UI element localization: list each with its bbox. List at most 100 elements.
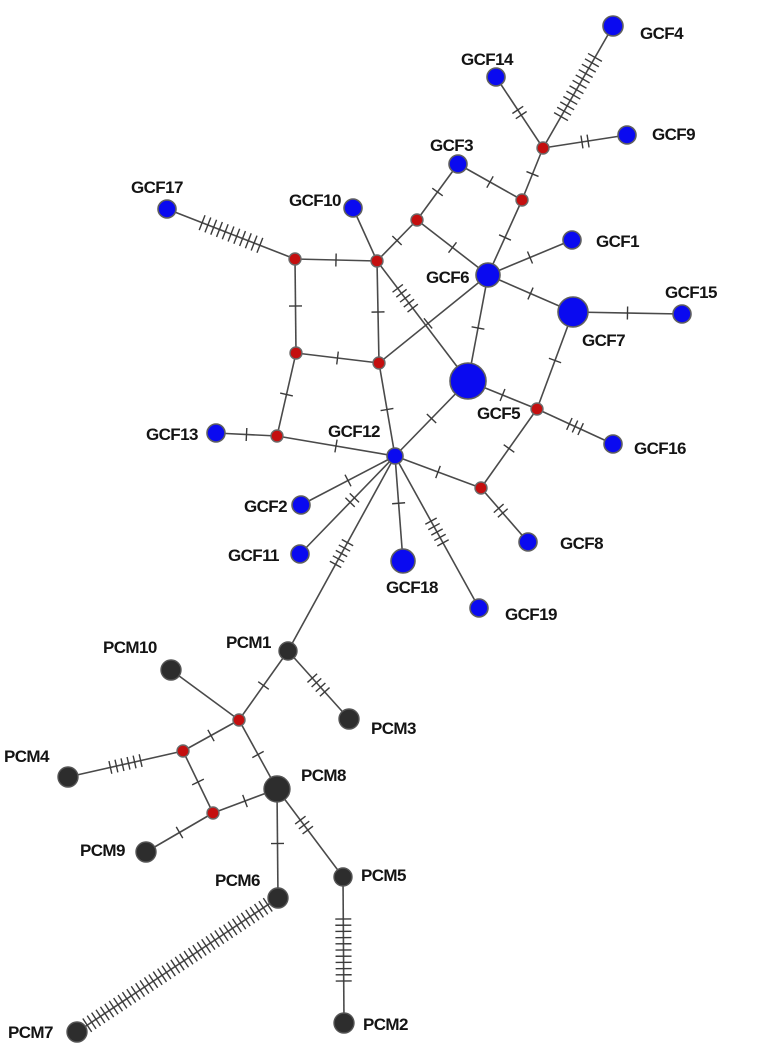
node-PCM6[interactable] <box>267 887 289 909</box>
median-vector-node-mv13[interactable] <box>206 806 220 820</box>
node-GCF14[interactable] <box>486 67 506 87</box>
label-GCF2: GCF2 <box>244 497 287 516</box>
mutation-ticks-mv7-GCF14 <box>511 105 528 120</box>
node-GCF17[interactable] <box>157 199 177 219</box>
node-PCM2[interactable] <box>333 1012 355 1034</box>
label-GCF17: GCF17 <box>131 178 183 197</box>
median-vector-node-mv12[interactable] <box>176 744 190 758</box>
node-GCF15[interactable] <box>672 304 692 324</box>
label-PCM7: PCM7 <box>8 1023 53 1042</box>
median-vector-node-mv8[interactable] <box>270 429 284 443</box>
node-PCM5[interactable] <box>333 867 353 887</box>
mutation-ticks-mv5-mv2 <box>391 235 403 246</box>
label-PCM3: PCM3 <box>371 719 416 738</box>
mutation-ticks-mv13-PCM9 <box>175 826 184 839</box>
mutation-ticks-mv13-PCM8 <box>242 794 248 808</box>
mutation-ticks-mv2-GCF5 <box>392 283 419 313</box>
node-GCF12[interactable] <box>386 447 404 465</box>
mutation-ticks-mv7-mv6 <box>526 170 539 178</box>
node-PCM4[interactable] <box>57 766 79 788</box>
label-GCF3: GCF3 <box>430 136 473 155</box>
node-GCF19[interactable] <box>469 598 489 618</box>
edge-mv11-PCM10 <box>170 669 240 721</box>
node-GCF16[interactable] <box>603 434 623 454</box>
edge-GCF12-GCF11 <box>299 455 396 555</box>
label-PCM5: PCM5 <box>361 866 406 885</box>
median-vector-node-mv10[interactable] <box>530 402 544 416</box>
mutation-ticks-mv9-GCF8 <box>493 503 509 518</box>
edge-mv2-GCF5 <box>376 260 469 382</box>
mutation-ticks-GCF12-GCF18 <box>392 502 406 505</box>
mutation-ticks-PCM1-mv11 <box>257 681 270 690</box>
label-GCF4: GCF4 <box>640 24 684 43</box>
label-GCF10: GCF10 <box>289 191 341 210</box>
node-PCM1[interactable] <box>278 641 298 661</box>
median-vector-node-mv3[interactable] <box>289 346 303 360</box>
label-PCM1: PCM1 <box>226 633 271 652</box>
node-PCM7[interactable] <box>66 1021 88 1043</box>
node-GCF18[interactable] <box>390 548 416 574</box>
mutation-ticks-mv11-mv12 <box>207 729 215 742</box>
edge-PCM1-PCM3 <box>287 650 350 720</box>
mutation-ticks-PCM1-PCM3 <box>306 673 331 697</box>
mutation-ticks-mv4-GCF12 <box>380 407 394 412</box>
node-GCF8[interactable] <box>518 532 538 552</box>
median-vector-node-mv2[interactable] <box>370 254 384 268</box>
mutation-ticks-layer <box>82 52 629 1033</box>
mutation-ticks-mv6-GCF3 <box>486 175 494 189</box>
median-vector-node-mv11[interactable] <box>232 713 246 727</box>
edge-mv7-GCF4 <box>542 25 614 149</box>
mutation-ticks-GCF5-mv10 <box>499 388 506 402</box>
node-GCF1[interactable] <box>562 230 582 250</box>
mutation-ticks-GCF12-GCF19 <box>424 517 450 547</box>
node-GCF5[interactable] <box>449 362 487 400</box>
label-GCF16: GCF16 <box>634 439 686 458</box>
edge-mv12-PCM4 <box>67 750 184 778</box>
mutation-ticks-GCF6-GCF1 <box>526 251 534 264</box>
label-PCM6: PCM6 <box>215 871 260 890</box>
median-vector-node-mv5[interactable] <box>410 213 424 227</box>
node-GCF11[interactable] <box>290 544 310 564</box>
labels-layer: GCF1 GCF2 GCF3 GCF4 GCF5 GCF6 GCF7 GCF8 GCF9 GCF1… <box>3 23 719 1043</box>
node-GCF10[interactable] <box>343 198 363 218</box>
mutation-ticks-GCF12-GCF2 <box>344 474 352 487</box>
mutation-ticks-mv10-mv9 <box>503 444 515 453</box>
edge-GCF12-GCF18 <box>394 455 404 562</box>
mutation-ticks-PCM8-PCM5 <box>294 815 314 835</box>
node-GCF4[interactable] <box>602 15 624 37</box>
node-GCF9[interactable] <box>617 125 637 145</box>
node-GCF7[interactable] <box>557 296 589 328</box>
node-GCF2[interactable] <box>291 495 311 515</box>
mutation-ticks-GCF5-GCF12 <box>426 413 437 424</box>
node-GCF13[interactable] <box>206 423 226 443</box>
label-GCF5: GCF5 <box>477 404 520 423</box>
median-vector-node-mv9[interactable] <box>474 481 488 495</box>
node-PCM10[interactable] <box>160 659 182 681</box>
median-vector-node-mv6[interactable] <box>515 193 529 207</box>
mutation-ticks-PCM6-PCM7 <box>82 897 273 1033</box>
median-vector-node-mv4[interactable] <box>372 356 386 370</box>
median-vector-node-mv7[interactable] <box>536 141 550 155</box>
mutation-ticks-mv8-GCF12 <box>334 439 338 453</box>
mutation-ticks-mv4-GCF6 <box>423 317 433 329</box>
nodes-layer <box>57 15 692 1043</box>
edge-mv7-GCF9 <box>542 134 628 149</box>
edge-mv4-GCF6 <box>378 274 489 364</box>
node-GCF3[interactable] <box>448 154 468 174</box>
mutation-ticks-mv7-GCF9 <box>580 134 590 149</box>
node-GCF6[interactable] <box>475 262 501 288</box>
node-PCM3[interactable] <box>338 708 360 730</box>
label-GCF14: GCF14 <box>461 50 514 69</box>
median-vector-node-mv1[interactable] <box>288 252 302 266</box>
mutation-ticks-PCM5-PCM2 <box>335 918 352 982</box>
node-PCM8[interactable] <box>263 775 291 803</box>
label-PCM10: PCM10 <box>103 638 157 657</box>
label-PCM8: PCM8 <box>301 766 346 785</box>
mutation-ticks-GCF6-GCF5 <box>471 326 485 330</box>
label-GCF7: GCF7 <box>582 331 625 350</box>
label-GCF6: GCF6 <box>426 268 469 287</box>
mutation-ticks-mv12-mv13 <box>191 778 205 786</box>
label-PCM9: PCM9 <box>80 841 125 860</box>
node-PCM9[interactable] <box>135 841 157 863</box>
